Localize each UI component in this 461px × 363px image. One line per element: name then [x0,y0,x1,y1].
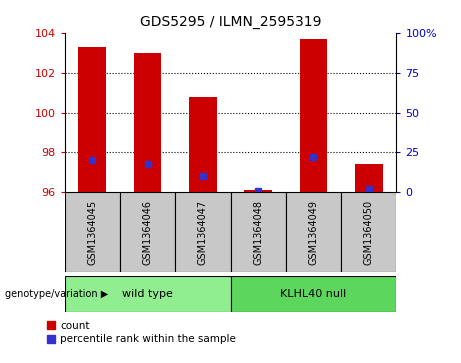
Bar [300,39,327,192]
Bar [65,276,230,312]
Bar [230,192,286,272]
Bar [189,97,217,192]
Text: wild type: wild type [122,289,173,299]
Bar [355,164,383,192]
Bar [78,47,106,192]
Text: GSM1364048: GSM1364048 [253,200,263,265]
Bar [244,191,272,192]
Bar [341,192,396,272]
Text: GSM1364045: GSM1364045 [87,200,97,265]
Text: GSM1364049: GSM1364049 [308,200,319,265]
Legend: count, percentile rank within the sample: count, percentile rank within the sample [47,321,236,344]
Bar [230,276,396,312]
Bar [134,53,161,192]
Text: GSM1364046: GSM1364046 [142,200,153,265]
Text: KLHL40 null: KLHL40 null [280,289,347,299]
Bar [175,192,230,272]
Bar [65,192,120,272]
Text: GSM1364047: GSM1364047 [198,200,208,265]
Text: GSM1364050: GSM1364050 [364,200,374,265]
Text: genotype/variation ▶: genotype/variation ▶ [5,289,108,299]
Bar [286,192,341,272]
Bar [120,192,175,272]
Title: GDS5295 / ILMN_2595319: GDS5295 / ILMN_2595319 [140,15,321,29]
